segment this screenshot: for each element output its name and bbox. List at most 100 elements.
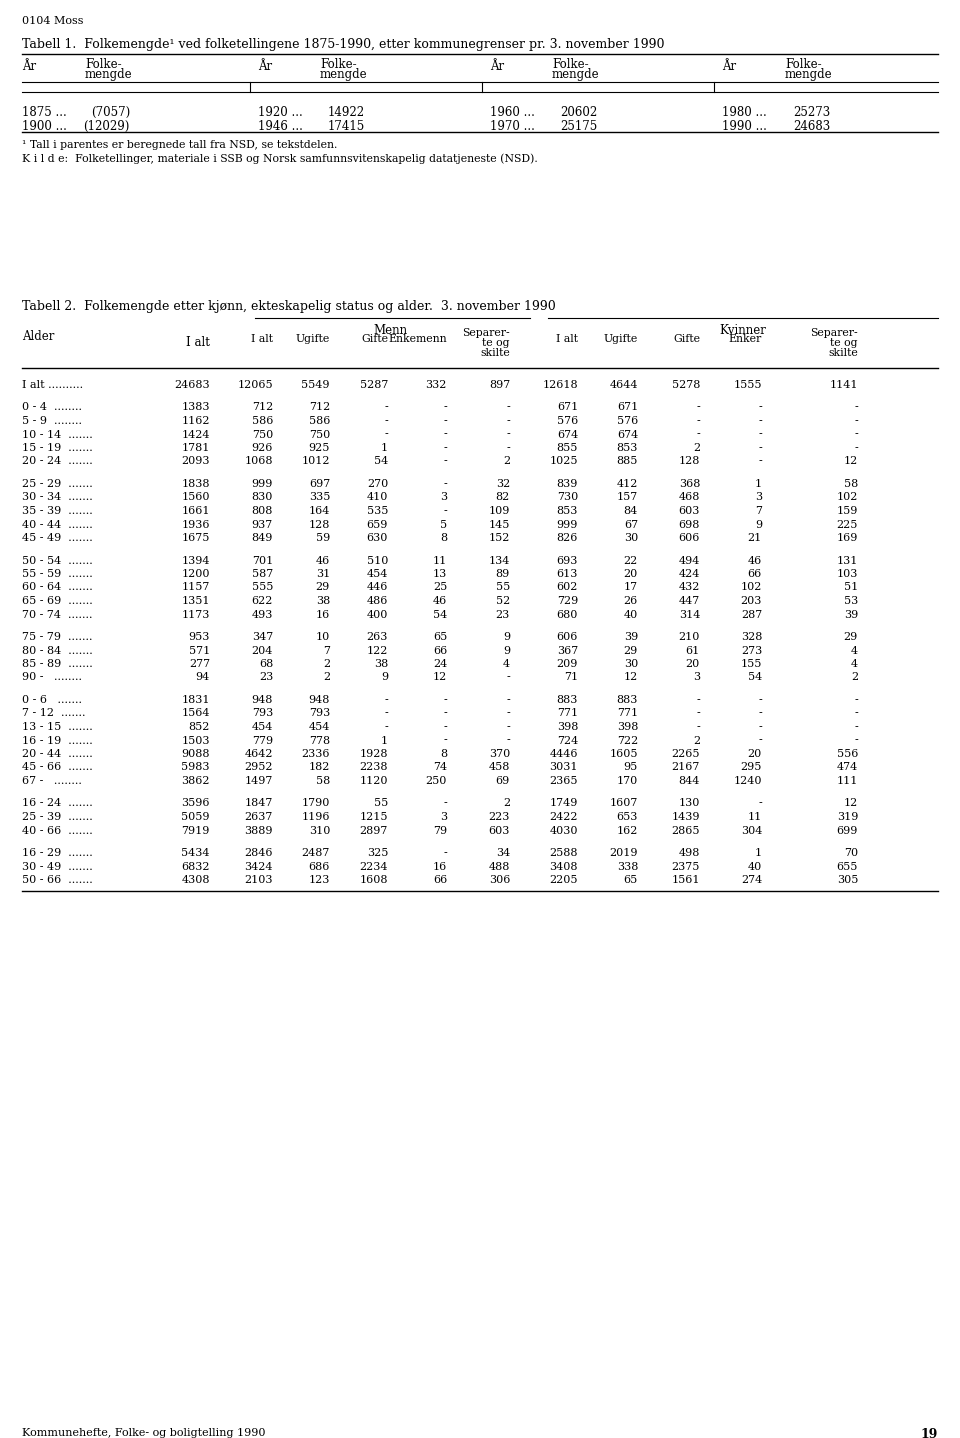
- Text: 1439: 1439: [671, 812, 700, 823]
- Text: 3: 3: [755, 492, 762, 502]
- Text: 3424: 3424: [245, 861, 273, 871]
- Text: 1215: 1215: [359, 812, 388, 823]
- Text: -: -: [758, 798, 762, 808]
- Text: 606: 606: [557, 631, 578, 641]
- Text: 54: 54: [373, 456, 388, 466]
- Text: 602: 602: [557, 582, 578, 592]
- Text: 556: 556: [836, 749, 858, 759]
- Text: 24683: 24683: [175, 380, 210, 390]
- Text: -: -: [696, 403, 700, 413]
- Text: 1068: 1068: [245, 456, 273, 466]
- Text: -: -: [444, 506, 447, 516]
- Text: 432: 432: [679, 582, 700, 592]
- Text: 555: 555: [252, 582, 273, 592]
- Text: 729: 729: [557, 595, 578, 605]
- Text: 571: 571: [189, 646, 210, 656]
- Text: I alt: I alt: [186, 336, 210, 349]
- Text: 79: 79: [433, 825, 447, 835]
- Text: mengde: mengde: [785, 68, 832, 81]
- Text: 9: 9: [503, 646, 510, 656]
- Text: 1675: 1675: [181, 533, 210, 544]
- Text: 1920 ...: 1920 ...: [258, 106, 302, 119]
- Text: 793: 793: [252, 709, 273, 719]
- Text: 2019: 2019: [610, 848, 638, 858]
- Text: 853: 853: [616, 443, 638, 453]
- Text: 1790: 1790: [301, 798, 330, 808]
- Text: 25175: 25175: [560, 119, 597, 132]
- Text: -: -: [444, 416, 447, 426]
- Text: 655: 655: [836, 861, 858, 871]
- Text: 686: 686: [308, 861, 330, 871]
- Text: 225: 225: [836, 519, 858, 529]
- Text: Folke-: Folke-: [85, 58, 122, 70]
- Text: 52: 52: [495, 595, 510, 605]
- Text: 849: 849: [252, 533, 273, 544]
- Text: 128: 128: [308, 519, 330, 529]
- Text: 25 - 29  .......: 25 - 29 .......: [22, 479, 93, 489]
- Text: 274: 274: [741, 874, 762, 884]
- Text: 5 - 9  ........: 5 - 9 ........: [22, 416, 82, 426]
- Text: -: -: [506, 416, 510, 426]
- Text: 306: 306: [489, 874, 510, 884]
- Text: Tabell 2.  Folkemengde etter kjønn, ekteskapelig status og alder.  3. november 1: Tabell 2. Folkemengde etter kjønn, ektes…: [22, 301, 556, 313]
- Text: -: -: [444, 695, 447, 705]
- Text: 20: 20: [685, 659, 700, 669]
- Text: 1497: 1497: [245, 777, 273, 787]
- Text: 5287: 5287: [360, 380, 388, 390]
- Text: 12: 12: [433, 673, 447, 683]
- Text: 1560: 1560: [181, 492, 210, 502]
- Text: 1: 1: [755, 479, 762, 489]
- Text: 50 - 66  .......: 50 - 66 .......: [22, 874, 93, 884]
- Text: 398: 398: [557, 722, 578, 732]
- Text: 2: 2: [503, 456, 510, 466]
- Text: -: -: [444, 430, 447, 440]
- Text: 20 - 44  .......: 20 - 44 .......: [22, 749, 93, 759]
- Text: Ugifte: Ugifte: [604, 334, 638, 344]
- Text: 2205: 2205: [549, 874, 578, 884]
- Text: -: -: [854, 416, 858, 426]
- Text: 0 - 6   .......: 0 - 6 .......: [22, 695, 82, 705]
- Text: 55 - 59  .......: 55 - 59 .......: [22, 569, 93, 580]
- Text: 7919: 7919: [181, 825, 210, 835]
- Text: 622: 622: [252, 595, 273, 605]
- Text: 29: 29: [316, 582, 330, 592]
- Text: 674: 674: [616, 430, 638, 440]
- Text: 2: 2: [323, 673, 330, 683]
- Text: -: -: [758, 403, 762, 413]
- Text: 223: 223: [489, 812, 510, 823]
- Text: 53: 53: [844, 595, 858, 605]
- Text: -: -: [506, 443, 510, 453]
- Text: skilte: skilte: [480, 348, 510, 358]
- Text: -: -: [854, 722, 858, 732]
- Text: 24: 24: [433, 659, 447, 669]
- Text: 722: 722: [616, 735, 638, 745]
- Text: -: -: [384, 722, 388, 732]
- Text: År: År: [258, 60, 272, 73]
- Text: 58: 58: [844, 479, 858, 489]
- Text: 39: 39: [844, 610, 858, 620]
- Text: mengde: mengde: [85, 68, 132, 81]
- Text: 46: 46: [316, 555, 330, 565]
- Text: 2422: 2422: [549, 812, 578, 823]
- Text: 2487: 2487: [301, 848, 330, 858]
- Text: 66: 66: [748, 569, 762, 580]
- Text: 771: 771: [617, 709, 638, 719]
- Text: 23: 23: [495, 610, 510, 620]
- Text: -: -: [506, 403, 510, 413]
- Text: -: -: [384, 430, 388, 440]
- Text: 454: 454: [252, 722, 273, 732]
- Text: 712: 712: [309, 403, 330, 413]
- Text: -: -: [758, 722, 762, 732]
- Text: 1200: 1200: [181, 569, 210, 580]
- Text: 102: 102: [740, 582, 762, 592]
- Text: 2238: 2238: [359, 762, 388, 772]
- Text: 51: 51: [844, 582, 858, 592]
- Text: 152: 152: [489, 533, 510, 544]
- Text: 926: 926: [252, 443, 273, 453]
- Text: 446: 446: [367, 582, 388, 592]
- Text: 2897: 2897: [360, 825, 388, 835]
- Text: Enker: Enker: [729, 334, 762, 344]
- Text: 1: 1: [381, 443, 388, 453]
- Text: 7 - 12  .......: 7 - 12 .......: [22, 709, 85, 719]
- Text: 630: 630: [367, 533, 388, 544]
